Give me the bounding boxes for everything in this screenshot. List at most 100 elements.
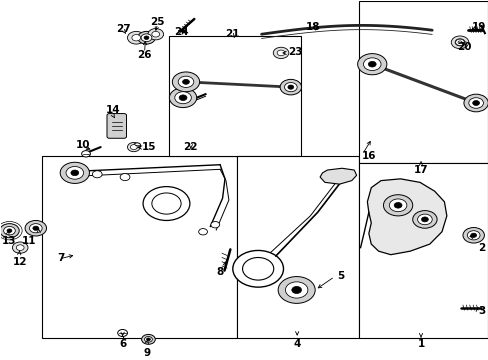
Circle shape [182, 79, 189, 84]
Text: 15: 15 [142, 142, 156, 152]
Circle shape [285, 282, 307, 298]
Circle shape [470, 233, 476, 237]
Text: 6: 6 [119, 339, 126, 349]
Circle shape [383, 195, 412, 216]
Circle shape [242, 257, 273, 280]
Circle shape [273, 47, 288, 59]
Circle shape [210, 221, 219, 228]
Circle shape [138, 31, 155, 44]
FancyBboxPatch shape [107, 114, 126, 138]
Circle shape [179, 95, 186, 100]
Text: 18: 18 [305, 22, 319, 32]
Text: 22: 22 [183, 142, 198, 152]
Bar [237, 156, 358, 338]
Circle shape [198, 229, 207, 235]
Circle shape [134, 143, 141, 148]
Circle shape [71, 170, 79, 176]
Text: 23: 23 [288, 47, 302, 57]
Circle shape [152, 31, 159, 37]
Text: 4: 4 [293, 339, 300, 349]
Circle shape [60, 162, 89, 184]
Circle shape [284, 82, 297, 92]
Circle shape [127, 31, 145, 44]
Text: 11: 11 [22, 235, 36, 246]
Circle shape [454, 39, 464, 46]
Circle shape [66, 166, 83, 179]
Circle shape [132, 35, 141, 41]
Circle shape [144, 36, 149, 40]
Text: 3: 3 [478, 306, 485, 316]
Text: 8: 8 [216, 267, 224, 277]
Circle shape [363, 58, 380, 71]
Circle shape [455, 39, 464, 45]
Polygon shape [320, 168, 356, 184]
Circle shape [278, 276, 315, 303]
Circle shape [457, 41, 461, 44]
Text: 16: 16 [361, 151, 375, 161]
Circle shape [146, 338, 150, 341]
Bar [42, 156, 237, 338]
Text: 21: 21 [225, 29, 240, 39]
Circle shape [393, 202, 401, 208]
Text: 19: 19 [470, 22, 485, 32]
Circle shape [367, 61, 375, 67]
Circle shape [277, 50, 285, 56]
Text: 17: 17 [413, 165, 427, 175]
Bar [358, 1, 488, 163]
Circle shape [169, 88, 196, 108]
Circle shape [144, 337, 152, 342]
Text: 14: 14 [105, 105, 120, 115]
Circle shape [450, 36, 468, 49]
Circle shape [467, 231, 479, 240]
Text: 9: 9 [143, 348, 150, 358]
Circle shape [0, 224, 19, 238]
Text: 7: 7 [57, 253, 64, 263]
Circle shape [148, 28, 163, 40]
Circle shape [412, 211, 436, 228]
Circle shape [417, 214, 431, 225]
Circle shape [142, 334, 155, 344]
Text: 27: 27 [116, 24, 131, 34]
Circle shape [29, 224, 42, 233]
Circle shape [16, 245, 24, 251]
Text: 10: 10 [76, 140, 91, 150]
Circle shape [421, 217, 427, 222]
Circle shape [127, 143, 140, 152]
Circle shape [232, 251, 283, 287]
Circle shape [120, 174, 130, 181]
Circle shape [118, 329, 127, 337]
Circle shape [25, 220, 46, 236]
Circle shape [172, 72, 199, 92]
Text: 1: 1 [417, 339, 424, 349]
Text: 26: 26 [137, 50, 151, 60]
Bar [168, 36, 300, 156]
Circle shape [92, 171, 102, 178]
Text: 25: 25 [150, 17, 164, 27]
Circle shape [280, 79, 301, 95]
Circle shape [468, 98, 483, 108]
Bar [358, 163, 488, 338]
Circle shape [462, 228, 484, 243]
Circle shape [174, 92, 191, 104]
Text: 13: 13 [2, 235, 17, 246]
Text: 2: 2 [478, 243, 485, 253]
Circle shape [81, 150, 90, 157]
Text: 12: 12 [13, 257, 27, 267]
Circle shape [357, 54, 386, 75]
Circle shape [7, 229, 12, 233]
Circle shape [143, 186, 189, 220]
Circle shape [472, 100, 479, 105]
Circle shape [3, 226, 15, 235]
Circle shape [130, 145, 137, 149]
Text: 5: 5 [336, 271, 344, 281]
Circle shape [141, 34, 152, 42]
Polygon shape [366, 179, 446, 255]
Text: 20: 20 [456, 41, 470, 51]
Circle shape [388, 199, 406, 212]
Circle shape [178, 76, 193, 87]
Circle shape [291, 287, 301, 293]
Circle shape [33, 226, 39, 230]
Circle shape [12, 242, 28, 253]
Circle shape [287, 85, 293, 89]
Circle shape [463, 94, 488, 112]
